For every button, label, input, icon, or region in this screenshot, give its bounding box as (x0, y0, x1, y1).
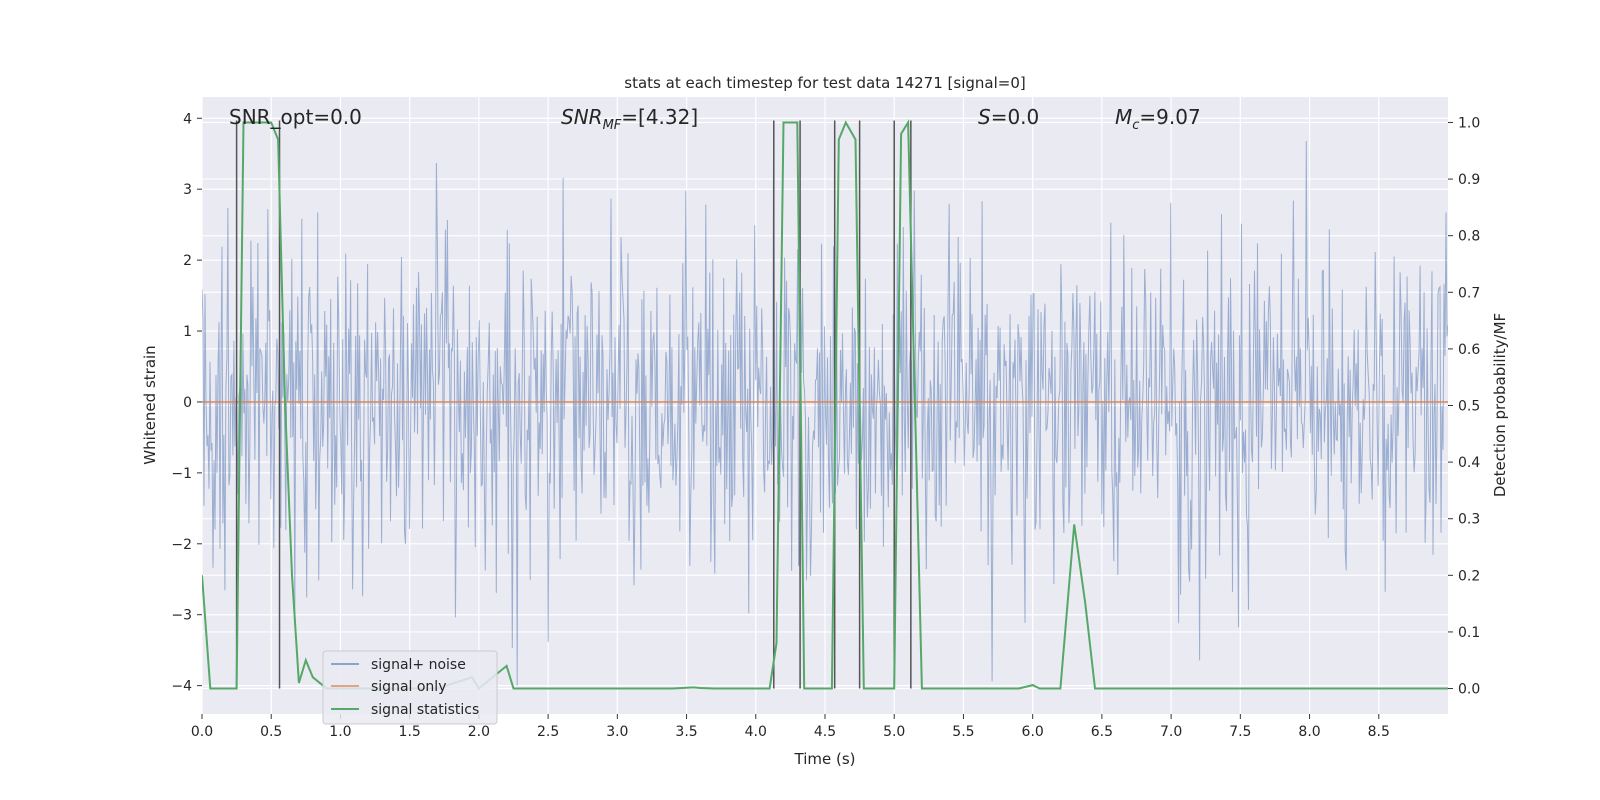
x-tick-label: 7.5 (1229, 724, 1251, 740)
s-value: =0.0 (991, 105, 1040, 129)
snr-mf-subscript: MF (603, 118, 622, 133)
chart-title: stats at each timestep for test data 142… (624, 74, 1025, 92)
x-tick-label: 0.0 (191, 724, 213, 740)
left-y-tick-label: −2 (171, 537, 192, 553)
right-y-tick-label: 0.3 (1458, 512, 1480, 528)
annotation-snr-opt: SNR_opt=0.0 (229, 105, 362, 129)
left-y-tick-label: 0 (183, 395, 192, 411)
x-tick-label: 1.0 (329, 724, 351, 740)
right-y-tick-label: 0.1 (1458, 625, 1480, 641)
x-tick-label: 8.5 (1368, 724, 1390, 740)
right-y-tick-label: 0.5 (1458, 399, 1480, 415)
right-y-tick-label: 1.0 (1458, 115, 1480, 131)
right-y-tick-label: 0.6 (1458, 342, 1480, 358)
mc-subscript: c (1132, 118, 1139, 133)
left-y-tick-label: −4 (171, 679, 192, 695)
x-tick-label: 5.0 (883, 724, 905, 740)
x-tick-label: 8.0 (1298, 724, 1320, 740)
left-y-tick-label: −1 (171, 466, 192, 482)
plot-series (202, 119, 1448, 691)
x-tick-label: 1.5 (399, 724, 421, 740)
right-y-tick-label: 0.2 (1458, 568, 1480, 584)
left-y-tick-labels: −4 −3 −2 −1 0 1 2 3 4 (171, 111, 202, 695)
x-tick-label: 3.0 (606, 724, 628, 740)
mc-value: =9.07 (1139, 105, 1200, 129)
right-y-tick-label: 0.9 (1458, 172, 1480, 188)
annotation-snr-mf: SNRMF=[4.32] (561, 105, 698, 133)
right-y-axis-label: Detection probability/MF (1491, 313, 1509, 497)
legend-box (322, 650, 498, 725)
x-tick-label: 4.5 (814, 724, 836, 740)
left-y-axis-label: Whitened strain (141, 345, 159, 464)
left-y-tick-label: 3 (183, 182, 192, 198)
right-y-tick-label: 0.7 (1458, 285, 1480, 301)
annotation-s: S=0.0 (978, 105, 1039, 129)
legend-signal-label: signal only (371, 679, 446, 695)
x-tick-label: 7.0 (1160, 724, 1182, 740)
left-y-tick-label: 4 (183, 111, 192, 127)
x-tick-label: 2.0 (468, 724, 490, 740)
x-tick-labels: 0.0 0.5 1.0 1.5 2.0 2.5 3.0 3.5 4.0 4.5 5.0 5.5 6.0 6… (191, 714, 1390, 740)
x-tick-label: 4.0 (745, 724, 767, 740)
left-y-tick-label: 2 (183, 253, 192, 269)
right-y-tick-labels: 0.0 0.1 0.2 0.3 0.4 0.5 0.6 0.7 0.8 0.9 1.0 (1448, 115, 1480, 698)
x-tick-label: 5.5 (952, 724, 974, 740)
x-tick-label: 3.5 (675, 724, 697, 740)
legend-noise-label: signal+ noise (371, 657, 466, 673)
snr-mf-base: SNR (561, 105, 603, 129)
x-axis-label: Time (s) (794, 750, 856, 768)
x-tick-label: 6.5 (1091, 724, 1113, 740)
x-tick-label: 6.0 (1022, 724, 1044, 740)
series-signal-statistics (202, 119, 1448, 691)
x-tick-label: 0.5 (260, 724, 282, 740)
annotation-mc: Mc=9.07 (1115, 105, 1201, 133)
left-y-tick-label: −3 (171, 608, 192, 624)
snr-mf-value: =[4.32] (621, 105, 698, 129)
x-tick-label: 2.5 (537, 724, 559, 740)
right-y-tick-label: 0.0 (1458, 682, 1480, 698)
mc-base: M (1115, 105, 1132, 129)
left-y-tick-label: 1 (183, 324, 192, 340)
legend-stats-label: signal statistics (371, 702, 479, 718)
right-y-tick-label: 0.8 (1458, 229, 1480, 245)
right-y-tick-label: 0.4 (1458, 455, 1480, 471)
legend: signal+ noise signal only signal statist… (322, 650, 498, 725)
s-base: S (978, 105, 991, 129)
series-signal-noise (202, 124, 1448, 686)
